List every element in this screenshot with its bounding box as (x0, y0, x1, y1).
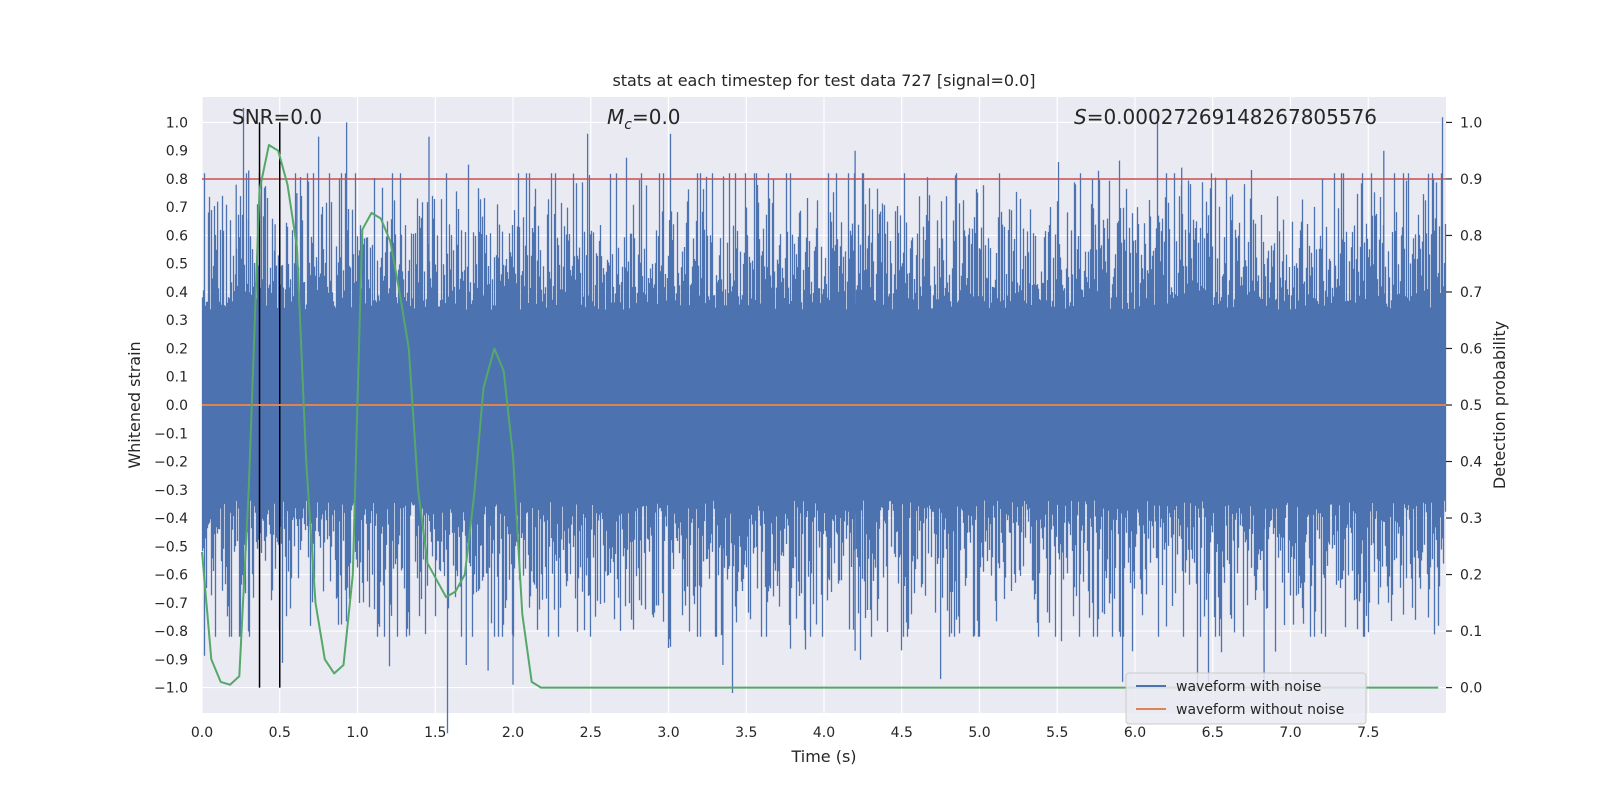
y-left-tick-label: 0.1 (166, 370, 188, 386)
y-left-tick-label: −0.7 (154, 596, 188, 612)
y-left-tick-label: 0.3 (166, 313, 188, 329)
y-left-tick-label: −0.3 (154, 483, 188, 499)
y-left-tick-label: 0.8 (166, 172, 188, 188)
y-right-tick-label: 0.9 (1460, 172, 1482, 188)
x-tick-label: 7.0 (1279, 725, 1301, 741)
x-tick-label: 3.5 (735, 725, 757, 741)
y-left-tick-label: −1.0 (154, 681, 188, 697)
snr-annotation: SNR=0.0 (232, 105, 322, 129)
y-left-tick-label: −0.2 (154, 455, 188, 471)
s-value: =0.00027269148267805576 (1087, 105, 1377, 129)
y-left-tick-label: 0.2 (166, 341, 188, 357)
score-annotation: S=0.00027269148267805576 (1074, 105, 1377, 129)
y-left-tick-label: 1.0 (166, 115, 188, 131)
y-axis-left: 1.0 0.9 0.8 0.7 0.6 0.5 0.4 0.3 0.2 0.1 0.0 −0.1 −0.… (154, 115, 188, 696)
y-left-tick-label: 0.7 (166, 200, 188, 216)
y-left-tick-label: 0.4 (166, 285, 188, 301)
x-axis-label: Time (s) (790, 747, 856, 766)
x-tick-label: 0.0 (191, 725, 213, 741)
legend-box (1125, 672, 1367, 725)
x-tick-label: 6.5 (1202, 725, 1224, 741)
y-right-tick-label: 0.4 (1460, 455, 1482, 471)
y-left-tick-label: −0.6 (154, 568, 188, 584)
y-left-tick-label: 0.9 (166, 144, 188, 160)
y-left-tick-label: −0.1 (154, 426, 188, 442)
mc-symbol: M (607, 105, 624, 129)
legend-label-without-noise: waveform without noise (1176, 702, 1344, 718)
x-tick-label: 1.5 (424, 725, 446, 741)
legend: waveform with noise waveform without noi… (1125, 672, 1367, 725)
y-right-tick-label: 0.1 (1460, 624, 1482, 640)
y-left-tick-label: 0.6 (166, 228, 188, 244)
y-right-tick-label: 0.0 (1460, 681, 1482, 697)
y-right-tick-label: 1.0 (1460, 115, 1482, 131)
detection-probability-line (201, 144, 1439, 689)
x-tick-label: 0.5 (269, 725, 291, 741)
y-left-tick-label: 0.5 (166, 257, 188, 273)
y-left-tick-label: −0.5 (154, 539, 188, 555)
y-axis-right: 1.0 0.9 0.8 0.7 0.6 0.5 0.4 0.3 0.2 0.1 0.0 (1446, 115, 1482, 697)
x-tick-label: 3.0 (657, 725, 679, 741)
x-tick-label: 2.0 (502, 725, 524, 741)
y-right-tick-label: 0.6 (1460, 341, 1482, 357)
y-left-tick-label: −0.9 (154, 652, 188, 668)
y-left-tick-label: −0.4 (154, 511, 188, 527)
x-tick-label: 2.5 (580, 725, 602, 741)
x-tick-label: 4.5 (891, 725, 913, 741)
y-left-tick-label: −0.8 (154, 624, 188, 640)
y-right-tick-label: 0.3 (1460, 511, 1482, 527)
mc-subscript: c (624, 117, 632, 133)
mc-value: =0.0 (632, 105, 681, 129)
noise-waveform-path (201, 107, 1447, 734)
y-left-tick-label: 0.0 (166, 398, 188, 414)
x-tick-label: 4.0 (813, 725, 835, 741)
series-lines (201, 122, 1446, 689)
noise-waveform (201, 107, 1447, 734)
s-symbol: S (1074, 105, 1087, 129)
y-axis-right-label: Detection probability (1490, 321, 1509, 489)
legend-label-with-noise: waveform with noise (1176, 679, 1321, 695)
x-tick-label: 6.0 (1124, 725, 1146, 741)
chirp-mass-annotation: Mc=0.0 (607, 105, 681, 133)
x-tick-label: 7.5 (1357, 725, 1379, 741)
y-right-tick-label: 0.8 (1460, 228, 1482, 244)
x-axis: 0.0 0.5 1.0 1.5 2.0 2.5 3.0 3.5 4.0 4.5 5.0 5.5 6.0 6… (191, 725, 1380, 741)
y-right-tick-label: 0.2 (1460, 568, 1482, 584)
x-tick-label: 5.5 (1046, 725, 1068, 741)
x-tick-label: 1.0 (346, 725, 368, 741)
y-right-tick-label: 0.7 (1460, 285, 1482, 301)
y-axis-left-label: Whitened strain (125, 341, 144, 468)
x-tick-label: 5.0 (968, 725, 990, 741)
y-right-tick-label: 0.5 (1460, 398, 1482, 414)
chart-title: stats at each timestep for test data 727… (612, 71, 1035, 90)
